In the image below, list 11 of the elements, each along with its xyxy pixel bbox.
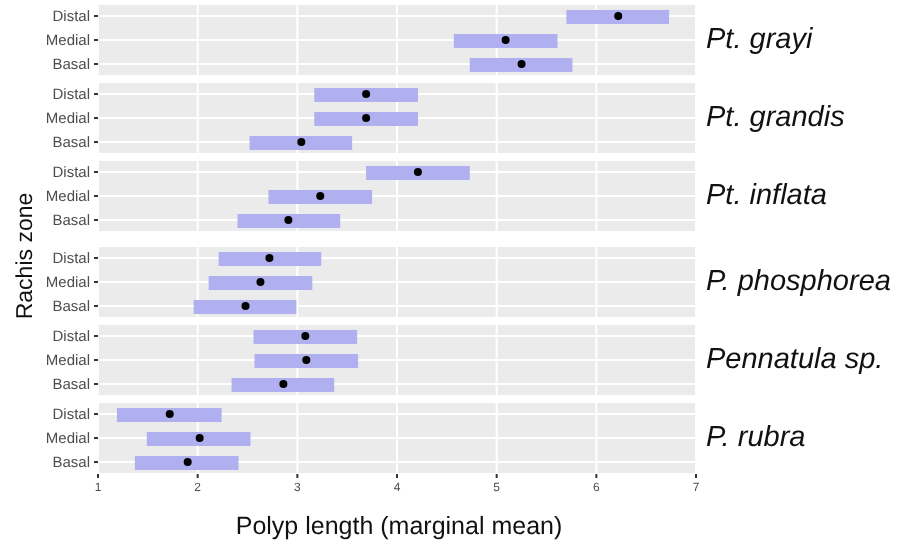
x-axis-title: Polyp length (marginal mean): [235, 512, 563, 540]
text: Pt. inflata: [706, 178, 827, 216]
text: Pt. grayi: [706, 22, 813, 60]
text: Pennatula sp.: [706, 342, 884, 380]
bar: [146, 432, 251, 446]
bar: [134, 456, 239, 470]
text: Pt. grandis: [706, 100, 845, 138]
y-axis-title: Rachis zone: [14, 192, 38, 320]
bar: [116, 408, 222, 422]
text: P. phosphorea: [706, 264, 891, 302]
text: P. rubra: [706, 420, 806, 458]
